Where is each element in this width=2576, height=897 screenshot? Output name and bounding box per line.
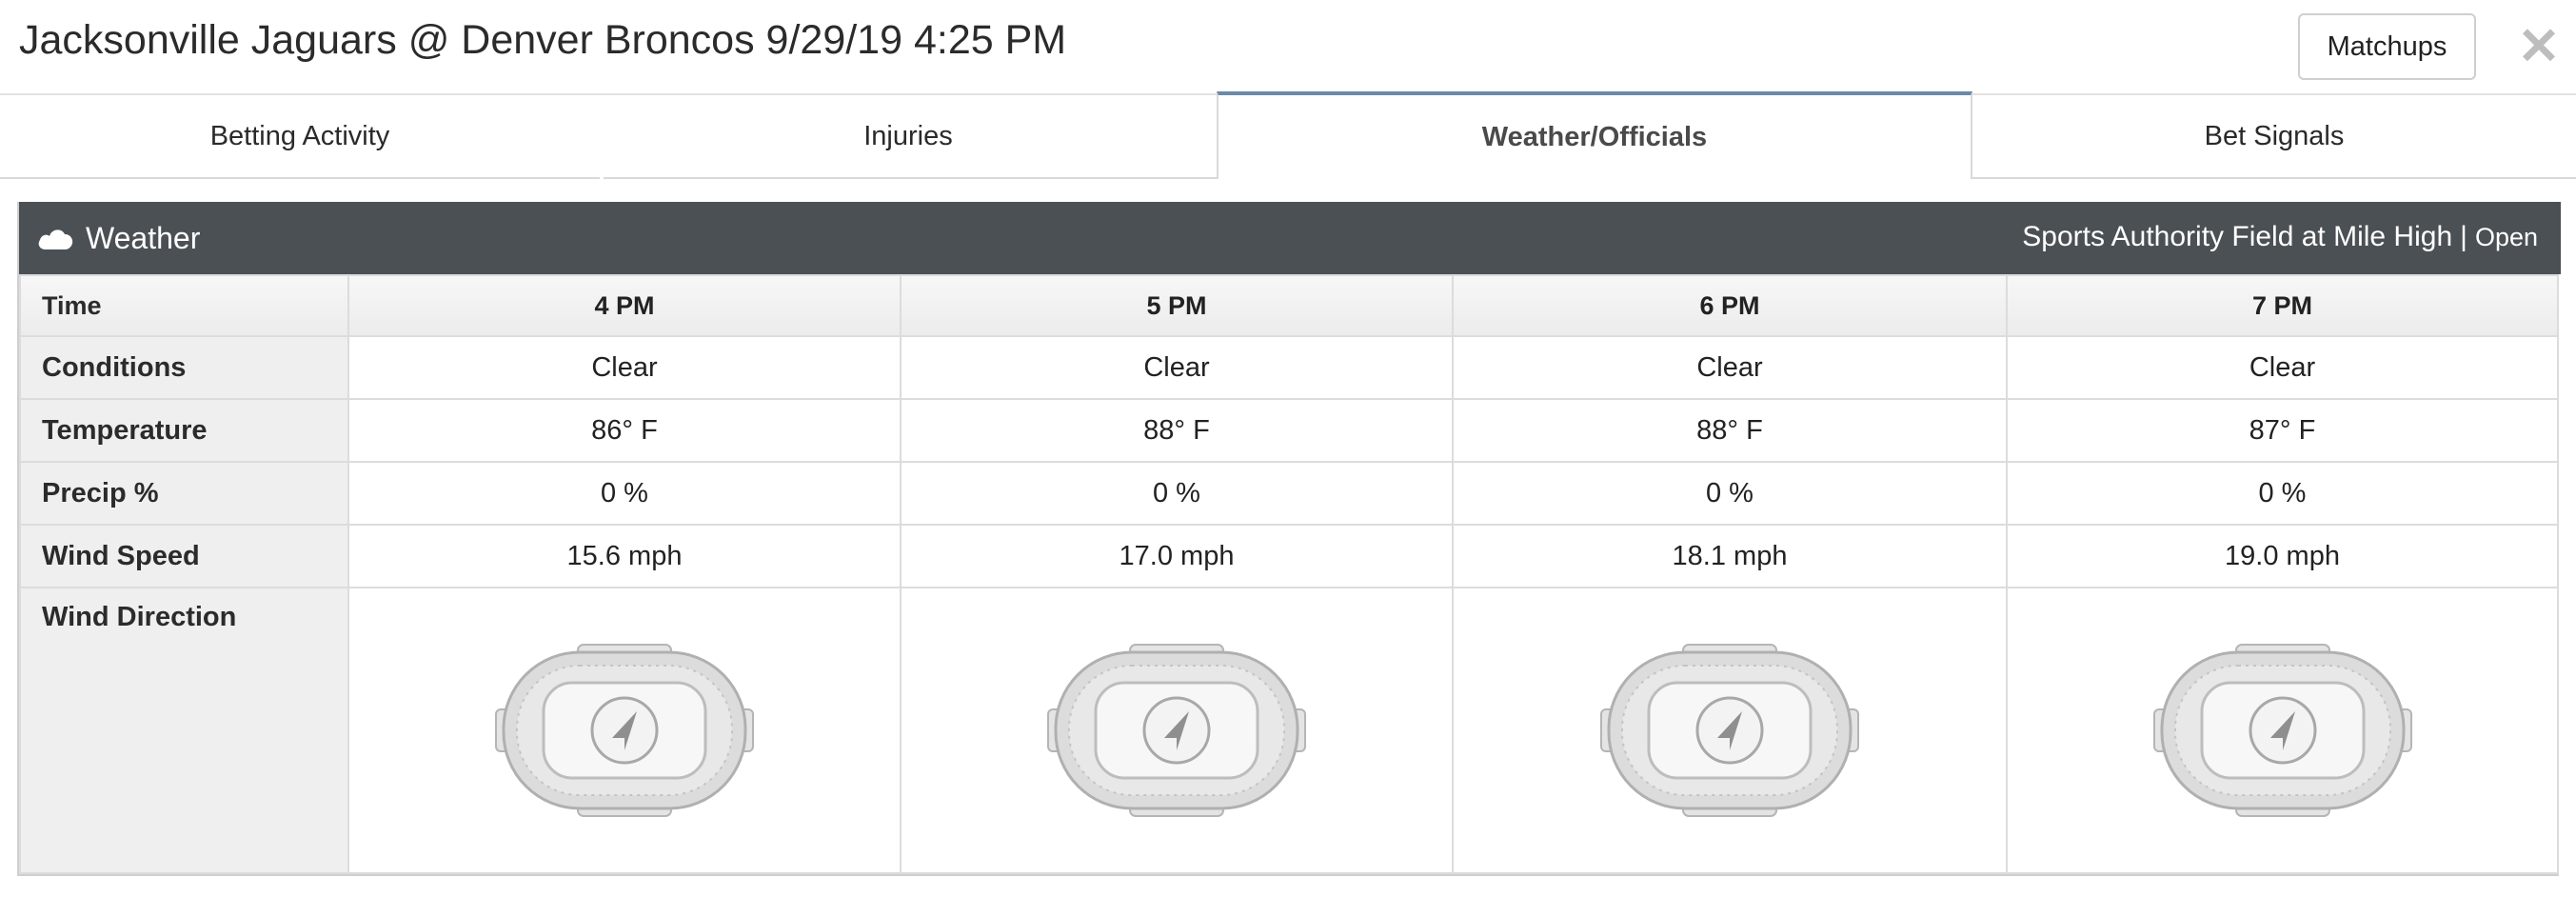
time-cell: 7 PM bbox=[2006, 274, 2559, 337]
tab-betting-activity[interactable]: Betting Activity bbox=[0, 95, 600, 179]
table-row-wind-direction: Wind Direction bbox=[19, 587, 2559, 874]
row-label-wind-speed: Wind Speed bbox=[19, 524, 349, 588]
stadium-wind-arrow-icon bbox=[2152, 644, 2412, 817]
close-icon[interactable]: ✕ bbox=[2517, 17, 2561, 75]
venue-info: Sports Authority Field at Mile High | Open bbox=[2022, 221, 2538, 253]
wind-direction-cell bbox=[1452, 587, 2008, 874]
tab-weather-officials[interactable]: Weather/Officials bbox=[1217, 91, 1972, 179]
wind-speed-cell: 18.1 mph bbox=[1452, 524, 2008, 588]
time-cell: 4 PM bbox=[347, 274, 902, 337]
precip-cell: 0 % bbox=[2006, 461, 2559, 526]
weather-panel-header: Weather Sports Authority Field at Mile H… bbox=[19, 202, 2561, 274]
precip-cell: 0 % bbox=[1452, 461, 2008, 526]
cloud-icon bbox=[38, 229, 73, 249]
venue-separator: | bbox=[2460, 221, 2467, 252]
wind-speed-cell: 19.0 mph bbox=[2006, 524, 2559, 588]
wind-speed-cell: 15.6 mph bbox=[347, 524, 902, 588]
weather-title: Weather bbox=[86, 221, 201, 255]
matchups-button[interactable]: Matchups bbox=[2298, 13, 2476, 80]
time-cell: 6 PM bbox=[1452, 274, 2008, 337]
roof-status: Open bbox=[2474, 223, 2538, 251]
wind-speed-cell: 17.0 mph bbox=[900, 524, 1454, 588]
table-row-temperature: Temperature 86° F 88° F 88° F 87° F bbox=[19, 398, 2559, 463]
temperature-cell: 87° F bbox=[2006, 398, 2559, 463]
table-row-time: Time 4 PM 5 PM 6 PM 7 PM bbox=[19, 274, 2559, 337]
conditions-cell: Clear bbox=[347, 335, 902, 400]
modal-header: Jacksonville Jaguars @ Denver Broncos 9/… bbox=[0, 0, 2576, 95]
time-cell: 5 PM bbox=[900, 274, 1454, 337]
precip-cell: 0 % bbox=[347, 461, 902, 526]
conditions-cell: Clear bbox=[2006, 335, 2559, 400]
tab-bar: Betting Activity Injuries Weather/Offici… bbox=[0, 91, 2576, 179]
venue-name: Sports Authority Field at Mile High bbox=[2022, 221, 2453, 252]
table-row-wind-speed: Wind Speed 15.6 mph 17.0 mph 18.1 mph 19… bbox=[19, 524, 2559, 588]
temperature-cell: 88° F bbox=[900, 398, 1454, 463]
wind-direction-cell bbox=[2006, 587, 2559, 874]
row-label-wind-direction: Wind Direction bbox=[19, 587, 349, 874]
row-label-time: Time bbox=[19, 274, 349, 337]
temperature-cell: 86° F bbox=[347, 398, 902, 463]
temperature-cell: 88° F bbox=[1452, 398, 2008, 463]
tab-injuries[interactable]: Injuries bbox=[600, 95, 1217, 179]
wind-direction-cell bbox=[347, 587, 902, 874]
weather-table: Time 4 PM 5 PM 6 PM 7 PM Conditions Clea… bbox=[19, 274, 2559, 874]
wind-direction-cell bbox=[900, 587, 1454, 874]
precip-cell: 0 % bbox=[900, 461, 1454, 526]
conditions-cell: Clear bbox=[1452, 335, 2008, 400]
tab-divider bbox=[600, 177, 604, 179]
stadium-wind-arrow-icon bbox=[1047, 644, 1306, 817]
page-title: Jacksonville Jaguars @ Denver Broncos 9/… bbox=[19, 17, 1067, 63]
table-row-conditions: Conditions Clear Clear Clear Clear bbox=[19, 335, 2559, 400]
tab-bet-signals[interactable]: Bet Signals bbox=[1972, 95, 2576, 179]
conditions-cell: Clear bbox=[900, 335, 1454, 400]
table-row-precip: Precip % 0 % 0 % 0 % 0 % bbox=[19, 461, 2559, 526]
row-label-precip: Precip % bbox=[19, 461, 349, 526]
row-label-conditions: Conditions bbox=[19, 335, 349, 400]
stadium-wind-arrow-icon bbox=[1600, 644, 1859, 817]
row-label-temperature: Temperature bbox=[19, 398, 349, 463]
stadium-wind-arrow-icon bbox=[495, 644, 754, 817]
weather-panel: Weather Sports Authority Field at Mile H… bbox=[17, 202, 2561, 876]
